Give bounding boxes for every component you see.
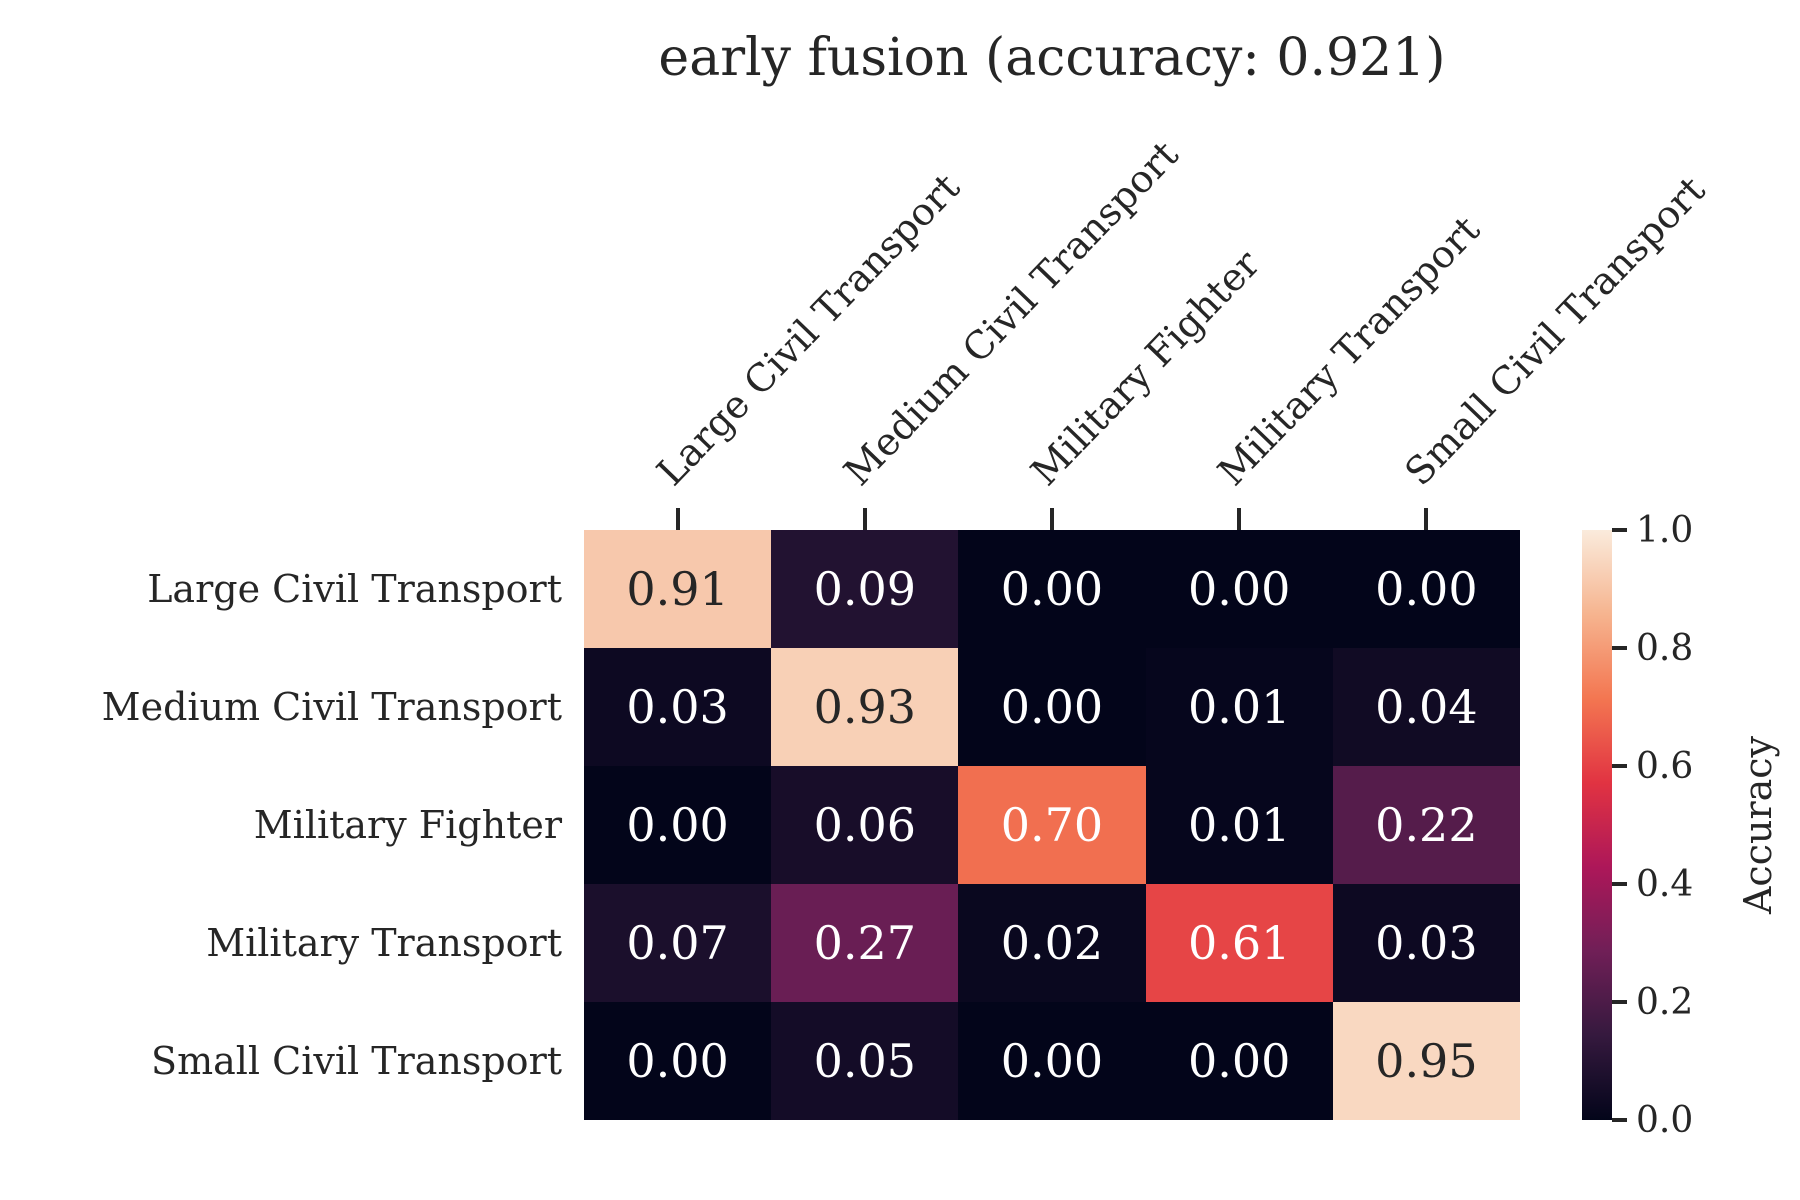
y-tick-label: Large Civil Transport	[147, 567, 562, 611]
y-tick-label: Small Civil Transport	[151, 1039, 562, 1083]
colorbar-axis-label-text: Accuracy	[1736, 735, 1780, 915]
heatmap-cell: 0.02	[958, 884, 1146, 1002]
heatmap-cell: 0.00	[1332, 530, 1520, 648]
heatmap-cell: 0.91	[584, 530, 772, 648]
heatmap-cell: 0.01	[1145, 766, 1333, 884]
x-tick-label-text: Large Civil Transport	[647, 165, 968, 494]
colorbar-tick-mark	[1612, 764, 1627, 768]
heatmap-cell: 0.09	[771, 530, 959, 648]
heatmap-cell: 0.27	[771, 884, 959, 1002]
heatmap-cell: 0.03	[1332, 884, 1520, 1002]
y-tick-label: Military Fighter	[253, 803, 562, 847]
chart-title: early fusion (accuracy: 0.921)	[658, 28, 1446, 88]
colorbar-tick-mark	[1612, 1000, 1627, 1004]
heatmap-cell: 0.01	[1145, 648, 1333, 766]
heatmap-cell: 0.00	[958, 1002, 1146, 1120]
x-tick-mark	[675, 508, 680, 530]
colorbar-tick-mark	[1612, 1118, 1627, 1122]
heatmap-cell: 0.00	[958, 648, 1146, 766]
heatmap-cell: 0.00	[1145, 530, 1333, 648]
x-tick-mark	[862, 508, 867, 530]
x-tick-mark	[1424, 508, 1429, 530]
colorbar-gradient	[1582, 530, 1612, 1120]
heatmap-cell: 0.95	[1332, 1002, 1520, 1120]
heatmap-cell: 0.07	[584, 884, 772, 1002]
x-tick-label-text: Medium Civil Transport	[835, 132, 1187, 494]
heatmap-cell: 0.03	[584, 648, 772, 766]
x-tick-mark	[1237, 508, 1242, 530]
y-tick-label: Military Transport	[206, 921, 562, 965]
heatmap-cell: 0.70	[958, 766, 1146, 884]
heatmap-cell: 0.00	[1145, 1002, 1333, 1120]
heatmap-grid: 0.91 0.09 0.00 0.00 0.00 0.03 0.93 0.00 0.01 0.04…	[584, 530, 1520, 1120]
x-tick-label-text: Small Civil Transport	[1396, 167, 1714, 494]
heatmap-cell: 0.05	[771, 1002, 959, 1120]
heatmap-cell: 0.22	[1332, 766, 1520, 884]
y-tick-label: Medium Civil Transport	[101, 685, 562, 729]
colorbar-tick-mark	[1612, 882, 1627, 886]
heatmap-cell: 0.00	[584, 766, 772, 884]
heatmap-cell: 0.61	[1145, 884, 1333, 1002]
heatmap-cell: 0.00	[958, 530, 1146, 648]
heatmap-cell: 0.06	[771, 766, 959, 884]
heatmap-cell: 0.00	[584, 1002, 772, 1120]
x-tick-mark	[1050, 508, 1054, 530]
heatmap-cell: 0.93	[771, 648, 959, 766]
colorbar-tick-mark	[1612, 528, 1627, 532]
colorbar-tick-mark	[1612, 646, 1627, 650]
heatmap-cell: 0.04	[1332, 648, 1520, 766]
